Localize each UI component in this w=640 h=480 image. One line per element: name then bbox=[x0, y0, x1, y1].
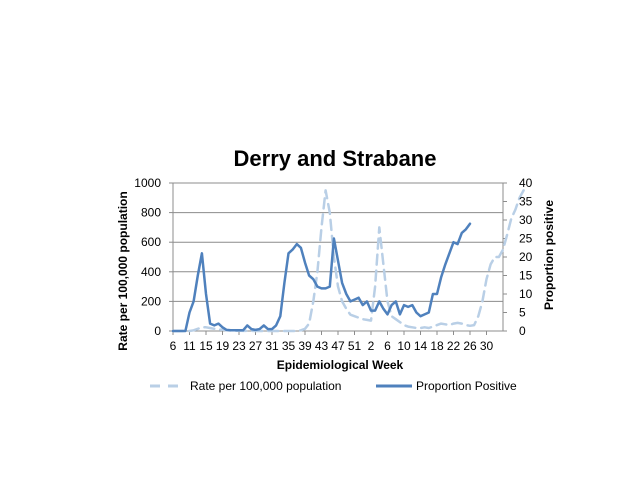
y-ticks-left: 0 200 400 600 800 1000 bbox=[134, 176, 161, 338]
x-tick-label: 39 bbox=[298, 339, 312, 353]
y-tick-right: 10 bbox=[519, 287, 533, 301]
series-line-proportion bbox=[171, 222, 472, 333]
y-tick-right: 35 bbox=[519, 195, 533, 209]
x-tick-label: 31 bbox=[265, 339, 279, 353]
y-tick-left: 800 bbox=[141, 206, 161, 220]
axes bbox=[169, 182, 507, 335]
x-tick-label: 51 bbox=[348, 339, 362, 353]
y-tick-right: 25 bbox=[519, 232, 533, 246]
x-tick-label: 6 bbox=[384, 339, 391, 353]
y-ticks-right: 0 5 10 15 20 25 30 35 40 bbox=[519, 176, 533, 338]
y-tick-right: 20 bbox=[519, 250, 533, 264]
series-group bbox=[171, 189, 525, 333]
chart-title: Derry and Strabane bbox=[234, 146, 437, 171]
x-tick-label: 10 bbox=[397, 339, 411, 353]
x-tick-label: 14 bbox=[414, 339, 428, 353]
x-tick-label: 18 bbox=[430, 339, 444, 353]
y-tick-left: 0 bbox=[154, 324, 161, 338]
y-tick-left: 200 bbox=[141, 294, 161, 308]
x-tick-label: 35 bbox=[282, 339, 296, 353]
x-ticks: 6 11 15 19 23 27 31 35 39 43 47 51 2 6 10 14 18 22 26 30 bbox=[170, 339, 494, 353]
legend-label-proportion: Proportion Positive bbox=[416, 379, 517, 393]
x-tick-label: 30 bbox=[480, 339, 494, 353]
grid bbox=[173, 182, 503, 302]
x-tick-label: 15 bbox=[199, 339, 213, 353]
y-tick-right: 40 bbox=[519, 176, 533, 190]
x-tick-label: 11 bbox=[183, 339, 196, 353]
legend-label-rate: Rate per 100,000 population bbox=[190, 379, 341, 393]
y-tick-right: 15 bbox=[519, 269, 533, 283]
x-tick-label: 23 bbox=[232, 339, 246, 353]
legend: Rate per 100,000 population Proportion P… bbox=[150, 379, 517, 393]
series-line-rate bbox=[171, 189, 525, 333]
y-tick-left: 400 bbox=[141, 265, 161, 279]
x-tick-label: 22 bbox=[447, 339, 461, 353]
x-tick-label: 27 bbox=[249, 339, 263, 353]
y-tick-right: 0 bbox=[519, 324, 526, 338]
x-tick-label: 26 bbox=[463, 339, 477, 353]
y-tick-left: 600 bbox=[141, 235, 161, 249]
y-tick-right: 30 bbox=[519, 213, 533, 227]
x-tick-label: 2 bbox=[368, 339, 375, 353]
y-tick-right: 5 bbox=[519, 306, 526, 320]
x-axis-title: Epidemiological Week bbox=[277, 358, 404, 372]
x-tick-label: 43 bbox=[315, 339, 329, 353]
x-tick-label: 47 bbox=[331, 339, 345, 353]
y-axis-title-left: Rate per 100,000 population bbox=[116, 191, 130, 350]
y-tick-left: 1000 bbox=[134, 176, 161, 190]
x-tick-label: 6 bbox=[170, 339, 177, 353]
y-axis-title-right: Proportion positive bbox=[542, 200, 556, 310]
x-tick-label: 19 bbox=[216, 339, 230, 353]
